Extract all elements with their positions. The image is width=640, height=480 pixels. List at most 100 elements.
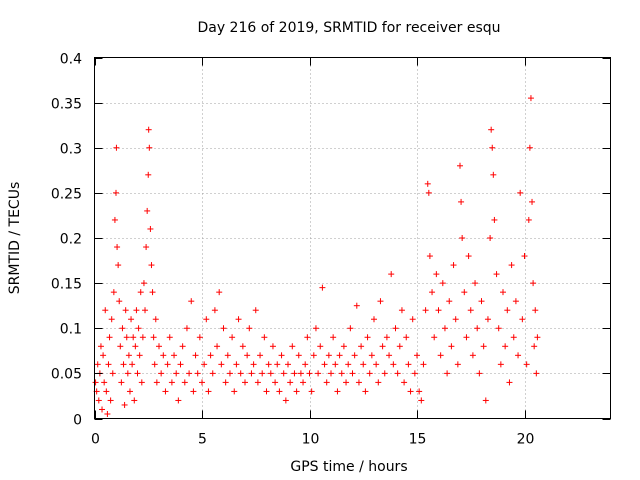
data-point — [222, 379, 229, 386]
plot-frame — [94, 57, 611, 419]
data-point — [147, 225, 154, 232]
data-point — [201, 361, 208, 368]
data-point — [246, 325, 253, 332]
data-point — [321, 361, 328, 368]
data-point — [504, 307, 511, 314]
data-point — [162, 388, 169, 395]
data-point — [257, 352, 264, 359]
data-point — [265, 361, 272, 368]
data-point — [97, 343, 104, 350]
data-point — [125, 352, 132, 359]
data-point — [139, 334, 146, 341]
data-point — [347, 325, 354, 332]
x-tick-label: 5 — [198, 432, 207, 448]
data-point — [285, 361, 291, 368]
data-point — [133, 307, 140, 314]
data-point — [355, 379, 362, 386]
data-point — [108, 316, 115, 323]
y-tick-label: 0.3 — [60, 142, 82, 158]
data-point — [218, 361, 225, 368]
data-point — [325, 352, 332, 359]
data-point — [368, 352, 375, 359]
data-point — [142, 307, 149, 314]
data-point — [366, 370, 373, 377]
data-point — [244, 352, 251, 359]
data-point — [521, 253, 528, 260]
data-point — [444, 370, 451, 377]
data-point — [490, 171, 497, 178]
data-point — [115, 262, 122, 269]
data-point — [437, 352, 444, 359]
data-point — [119, 325, 126, 332]
data-point — [495, 325, 502, 332]
data-point — [469, 352, 476, 359]
data-point — [297, 370, 304, 377]
data-point — [117, 343, 124, 350]
data-point — [109, 370, 116, 377]
data-point — [116, 298, 123, 305]
data-point — [134, 370, 141, 377]
data-point — [383, 334, 390, 341]
data-point — [146, 144, 153, 151]
data-point — [502, 343, 509, 350]
data-point — [181, 379, 188, 386]
data-point — [113, 189, 119, 196]
data-point — [107, 397, 114, 404]
data-point — [269, 343, 276, 350]
data-point — [519, 316, 526, 323]
data-point — [401, 379, 408, 386]
data-point — [465, 253, 472, 260]
data-point — [100, 352, 107, 359]
data-point — [526, 144, 533, 151]
data-point — [259, 370, 266, 377]
data-point — [235, 316, 242, 323]
data-point — [364, 334, 371, 341]
data-point — [164, 361, 171, 368]
data-point — [110, 289, 117, 296]
data-point — [224, 352, 231, 359]
data-point — [300, 379, 307, 386]
data-point — [398, 307, 405, 314]
data-point — [392, 325, 399, 332]
data-point — [332, 361, 339, 368]
data-point — [137, 289, 144, 296]
data-point — [467, 307, 474, 314]
data-point — [474, 325, 481, 332]
data-point — [388, 271, 395, 278]
data-point — [308, 388, 315, 395]
data-point — [340, 343, 347, 350]
data-point — [416, 388, 423, 395]
data-point — [152, 316, 159, 323]
axis-ticks: 0 0.05 0.1 0.15 0.2 0.25 0.3 0.35 0.4 0 5 10 15 20 — [51, 52, 611, 448]
x-tick-label: 20 — [517, 432, 535, 448]
data-point — [209, 370, 216, 377]
data-point — [99, 406, 106, 413]
data-point — [293, 388, 300, 395]
data-point — [306, 370, 313, 377]
data-point — [205, 388, 212, 395]
data-point — [233, 361, 240, 368]
data-point — [461, 289, 468, 296]
data-point — [458, 198, 465, 205]
data-point — [330, 334, 337, 341]
x-tick-label: 10 — [302, 432, 320, 448]
data-point — [525, 216, 532, 223]
data-point — [407, 388, 414, 395]
data-point — [94, 361, 101, 368]
data-point — [156, 343, 162, 350]
y-tick-label: 0.05 — [51, 367, 82, 383]
data-point — [105, 361, 112, 368]
data-point — [124, 370, 131, 377]
data-point — [158, 370, 165, 377]
data-point — [358, 343, 365, 350]
data-point — [414, 352, 420, 359]
data-point — [123, 334, 130, 341]
data-point — [529, 198, 536, 205]
data-point — [508, 262, 515, 269]
data-point — [138, 379, 145, 386]
data-point — [179, 343, 186, 350]
data-point — [312, 325, 319, 332]
data-point — [360, 361, 367, 368]
data-point — [405, 361, 412, 368]
data-point — [517, 189, 524, 196]
